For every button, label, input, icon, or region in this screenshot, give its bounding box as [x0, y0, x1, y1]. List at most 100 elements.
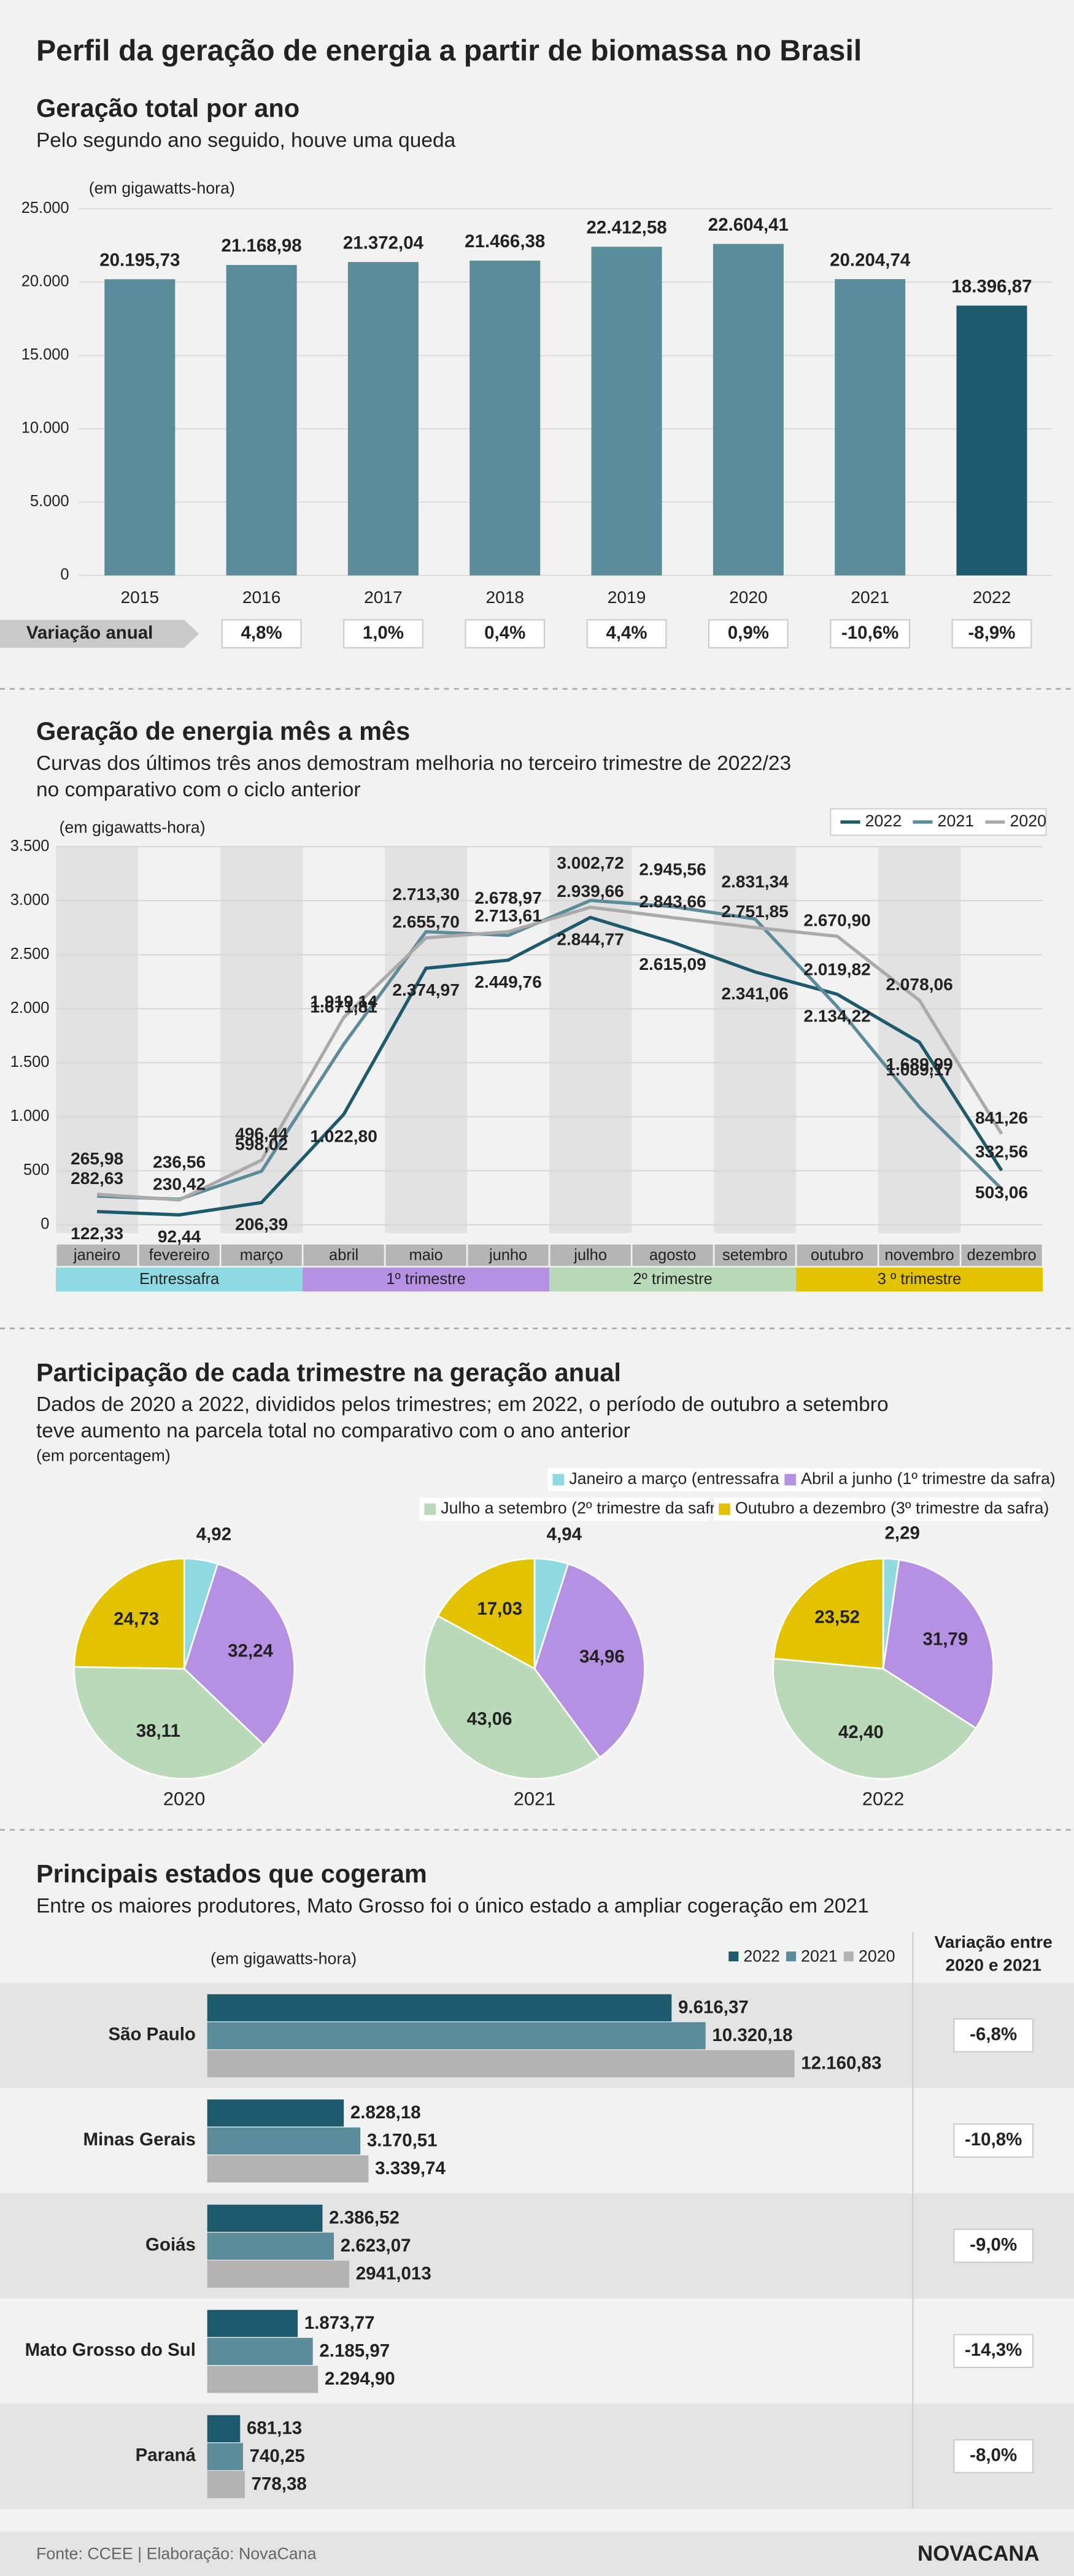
value-label: 2.386,52 [329, 2207, 400, 2228]
value-label: 2.134,22 [803, 1007, 870, 1026]
category-cell [468, 1244, 549, 1266]
legend-label: Abril a junho (1º trimestre da safra) [801, 1469, 1056, 1488]
change-box [953, 2018, 1034, 2053]
row-band [0, 2088, 1074, 2193]
x-tick-label: janeiro [73, 1247, 120, 1264]
bar [207, 2366, 319, 2393]
value-label: 2.374,97 [392, 980, 459, 999]
x-tick-label: dezembro [967, 1247, 1037, 1264]
change-value: -10,8% [965, 2129, 1022, 2150]
category-label: Minas Gerais [83, 2129, 195, 2150]
bar [713, 244, 784, 575]
pie-slice [423, 1615, 601, 1780]
section-title: Geração total por ano [36, 94, 299, 123]
change-label: Variação anual [26, 623, 153, 643]
period-band [303, 1267, 550, 1292]
value-label: 841,26 [975, 1109, 1028, 1128]
value-label: 20.204,74 [830, 250, 911, 270]
value-label: 2.615,09 [639, 955, 706, 974]
subtitle: Dados de 2020 a 2022, divididos pelos tr… [36, 1393, 889, 1416]
x-tick-label: 2021 [851, 588, 889, 607]
change-box [953, 2439, 1034, 2474]
value-label: 20.195,73 [99, 250, 180, 270]
unit-label: (em gigawatts-hora) [211, 1950, 357, 1968]
value-label: 3.002,72 [557, 853, 624, 872]
x-tick-label: novembro [885, 1247, 954, 1264]
value-label: 21.466,38 [465, 231, 545, 252]
value-label: 236,56 [153, 1152, 206, 1171]
value-label: 2.828,18 [350, 2102, 421, 2123]
change-value: 4,8% [241, 623, 282, 643]
x-tick-label: 2020 [729, 588, 768, 607]
category-label: São Paulo [108, 2024, 195, 2044]
category-cell [632, 1244, 713, 1266]
y-tick-label: 500 [23, 1161, 49, 1178]
bar [207, 2022, 706, 2050]
change-box [953, 2228, 1034, 2263]
change-box [343, 619, 423, 648]
change-box [465, 619, 546, 648]
value-label: 4,92 [196, 1524, 231, 1545]
value-label: 2.449,76 [474, 972, 541, 991]
legend-label: Julho a setembro (2º trimestre da safra) [441, 1499, 730, 1517]
pie-slice [533, 1563, 646, 1759]
bar [207, 2337, 313, 2366]
column-shade [56, 847, 139, 1233]
pie-label: 2022 [862, 1788, 905, 1810]
value-label: 2.831,34 [721, 872, 789, 891]
pie-slice [183, 1563, 295, 1747]
change-box [830, 619, 911, 648]
unit-label: (em gigawatts-hora) [59, 818, 205, 837]
legend-label: 2020 [859, 1947, 895, 1965]
change-value: 0,4% [484, 623, 525, 643]
bar [207, 2155, 369, 2183]
category-cell [550, 1244, 631, 1266]
value-label: 3.339,74 [375, 2158, 446, 2178]
y-tick-label: 1.500 [10, 1053, 50, 1071]
category-label: Goiás [145, 2235, 196, 2255]
period-label: 1º trimestre [386, 1271, 465, 1288]
value-label: 4,94 [547, 1524, 582, 1545]
value-label: 92,44 [158, 1227, 201, 1246]
value-label: 1.671,81 [310, 998, 377, 1017]
y-tick-label: 3.000 [10, 891, 50, 909]
main-title: Perfil da geração de energia a partir de… [36, 34, 862, 67]
change-box [221, 619, 302, 648]
value-label: 230,42 [153, 1174, 206, 1193]
y-tick-label: 20.000 [21, 273, 69, 290]
x-tick-label: 2017 [364, 588, 403, 607]
bar [207, 2204, 323, 2232]
value-label: 32,24 [228, 1640, 273, 1661]
category-cell [139, 1244, 220, 1266]
x-tick-label: maio [409, 1247, 443, 1264]
value-label: 12.160,83 [801, 2053, 881, 2073]
bar [207, 2050, 795, 2078]
change-value: -10,6% [841, 623, 898, 643]
category-cell [797, 1244, 878, 1266]
value-label: 2.945,56 [639, 859, 706, 879]
change-value: -9,0% [970, 2235, 1017, 2255]
bar [207, 2310, 298, 2337]
value-label: 265,98 [71, 1149, 123, 1168]
change-box [953, 2123, 1034, 2158]
change-value: -8,9% [968, 623, 1016, 643]
value-label: 2.655,70 [392, 912, 459, 931]
column-shade [549, 847, 632, 1233]
value-label: 2.844,77 [557, 929, 624, 948]
pie-slice [436, 1558, 536, 1671]
x-tick-label: abril [329, 1247, 358, 1264]
value-label: 2.713,61 [474, 906, 541, 925]
legend-swatch [784, 1474, 797, 1486]
legend-label: 2021 [938, 812, 975, 830]
value-label: 2.939,66 [557, 882, 624, 901]
y-tick-label: 0 [41, 1215, 49, 1232]
x-tick-label: setembro [722, 1247, 787, 1264]
bar [207, 2415, 241, 2442]
category-label: Mato Grosso do Sul [25, 2340, 196, 2360]
value-label: 496,44 [235, 1125, 288, 1144]
legend-label: 2021 [801, 1947, 838, 1965]
value-label: 282,63 [71, 1169, 123, 1188]
series-line [97, 915, 1003, 1217]
